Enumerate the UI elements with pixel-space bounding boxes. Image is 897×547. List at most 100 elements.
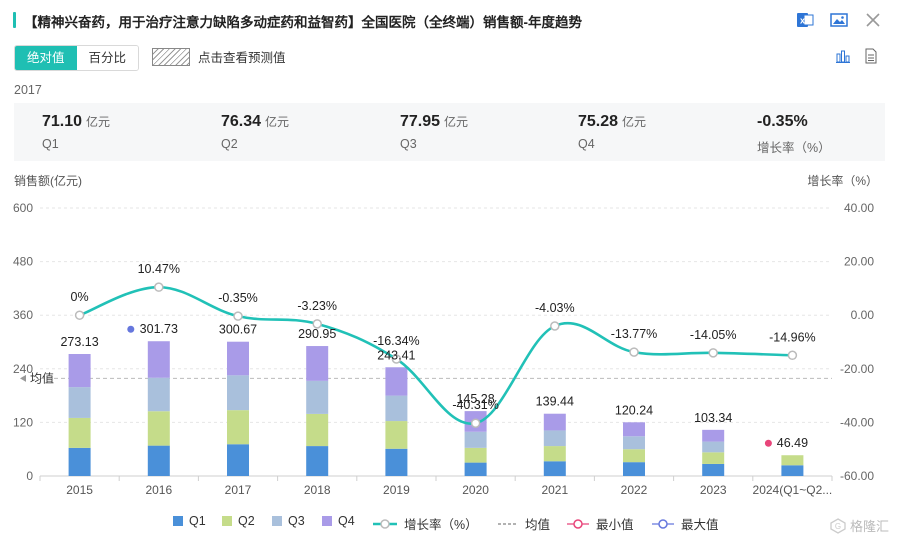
total-label: 300.67 — [219, 323, 257, 337]
total-label: 145.28 — [456, 392, 494, 406]
bar-segment-q2 — [227, 410, 249, 445]
legend-item[interactable]: 最小值 — [566, 514, 634, 533]
bar-segment-q3 — [227, 375, 249, 411]
x-tick-label: 2024(Q1~Q2... — [753, 483, 833, 497]
total-label: 243.41 — [377, 348, 415, 362]
bar-segment-q2 — [543, 446, 566, 462]
growth-label: -3.23% — [297, 299, 337, 313]
y2-tick-label: -20.00 — [840, 362, 874, 376]
document-icon[interactable] — [863, 48, 879, 69]
bar-segment-q1 — [464, 462, 487, 476]
growth-label: -4.03% — [535, 301, 575, 315]
summary-label: 增长率（%） — [757, 141, 831, 155]
bar-segment-q4 — [543, 413, 566, 431]
bar-segment-q1 — [68, 447, 91, 476]
y-axis-title: 销售额(亿元) — [14, 173, 82, 188]
legend-item[interactable]: Q3 — [272, 514, 305, 528]
excel-icon[interactable]: x — [795, 10, 815, 30]
y2-tick-label: -60.00 — [840, 469, 874, 483]
legend-label: 最小值 — [596, 518, 634, 532]
bar-segment-q3 — [68, 387, 91, 418]
summary-q3: 77.95 亿元 Q3 — [400, 113, 468, 151]
bar-segment-q3 — [385, 395, 408, 422]
bar-segment-q2 — [781, 455, 804, 466]
x-tick-label: 2016 — [145, 483, 172, 497]
bar-segment-q4 — [623, 422, 645, 437]
bar-segment-q1 — [227, 444, 249, 476]
growth-point — [74, 310, 85, 320]
summary-growth: -0.35% 增长率（%） — [757, 113, 831, 156]
bar-segment-q3 — [543, 430, 566, 447]
x-tick-label: 2020 — [462, 483, 489, 497]
y-tick-label: 240 — [13, 362, 33, 376]
sales-chart: 销售额(亿元) 增长率（%） 0 120 240 360 480 600 -60.00 -40.0… — [13, 173, 878, 497]
mean-label: 均值 — [30, 370, 54, 385]
bar-chart-icon[interactable] — [835, 48, 851, 69]
legend-item[interactable]: 增长率（%） — [372, 514, 478, 533]
legend-item[interactable]: 均值 — [497, 514, 550, 533]
value-mode-toggle: 绝对值 百分比 — [14, 45, 140, 71]
growth-point — [312, 319, 322, 329]
legend-label: Q4 — [338, 514, 355, 528]
y2-tick-label: -40.00 — [840, 415, 874, 429]
x-tick-label: 2017 — [225, 483, 252, 497]
summary-unit: 亿元 — [622, 115, 647, 129]
forecast-hatch-swatch — [152, 47, 190, 66]
forecast-toggle[interactable]: 点击查看预测值 — [152, 47, 286, 66]
summary-value: 76.34 — [221, 113, 262, 130]
legend-swatch — [566, 518, 590, 530]
growth-label: -16.34% — [373, 334, 420, 348]
close-icon[interactable] — [863, 10, 883, 30]
image-icon[interactable] — [829, 10, 849, 30]
y-tick-label: 0 — [26, 469, 33, 483]
svg-text:x: x — [800, 16, 805, 26]
legend-swatch — [651, 518, 675, 530]
total-label: 290.95 — [298, 327, 336, 341]
summary-value: 77.95 — [400, 113, 441, 130]
growth-label: 10.47% — [138, 262, 180, 276]
bar-segment-q2 — [68, 417, 91, 448]
bar-segment-q4 — [385, 367, 408, 396]
bar-segment-q1 — [623, 462, 645, 476]
bar-segment-q1 — [147, 445, 170, 476]
y-tick-label: 480 — [13, 255, 33, 269]
legend-item[interactable]: 最大值 — [651, 514, 719, 533]
percentage-tab[interactable]: 百分比 — [76, 46, 139, 70]
bar-segment-q1 — [781, 465, 804, 476]
total-label: 273.13 — [60, 335, 98, 349]
title-bar: 【精神兴奋药，用于治疗注意力缺陷多动症药和益智药】全国医院（全终端）销售额-年度… — [0, 0, 897, 40]
bar-segment-q2 — [702, 452, 725, 464]
legend-item[interactable]: Q4 — [322, 514, 355, 528]
chart-legend: Q1 Q2 Q3 Q4 增长率（%） 均值 最小值 最大值 — [0, 514, 897, 536]
legend-swatch — [222, 516, 232, 526]
x-tick-label: 2015 — [66, 483, 93, 497]
legend-label: 增长率（%） — [404, 518, 478, 532]
growth-label: -13.77% — [611, 327, 658, 341]
watermark-logo-icon: G — [830, 517, 846, 534]
absolute-value-tab[interactable]: 绝对值 — [15, 46, 77, 70]
summary-q2: 76.34 亿元 Q2 — [221, 113, 289, 151]
min-value-marker — [764, 439, 772, 447]
legend-item[interactable]: Q1 — [173, 514, 206, 528]
chart-title: 【精神兴奋药，用于治疗注意力缺陷多动症药和益智药】全国医院（全终端）销售额-年度… — [24, 15, 582, 30]
bar-segment-q4 — [702, 429, 725, 442]
legend-item[interactable]: Q2 — [222, 514, 255, 528]
summary-value: -0.35% — [757, 113, 808, 130]
y2-tick-label: 0.00 — [851, 308, 875, 322]
growth-point — [629, 347, 639, 357]
growth-point — [787, 350, 798, 361]
y-tick-label: 120 — [13, 415, 33, 429]
summary-unit: 亿元 — [444, 115, 469, 129]
legend-swatch — [497, 518, 519, 530]
bar-segment-q1 — [385, 448, 408, 476]
growth-point — [708, 348, 718, 358]
title-accent-bar — [13, 12, 16, 28]
legend-swatch — [322, 516, 332, 526]
growth-label: -14.96% — [769, 330, 816, 344]
bar-segment-q4 — [306, 346, 329, 381]
growth-point — [550, 321, 560, 331]
bar-segment-q2 — [464, 447, 487, 463]
bar-segment-q3 — [306, 380, 329, 414]
growth-point — [233, 311, 243, 321]
summary-q4: 75.28 亿元 Q4 — [578, 113, 646, 151]
